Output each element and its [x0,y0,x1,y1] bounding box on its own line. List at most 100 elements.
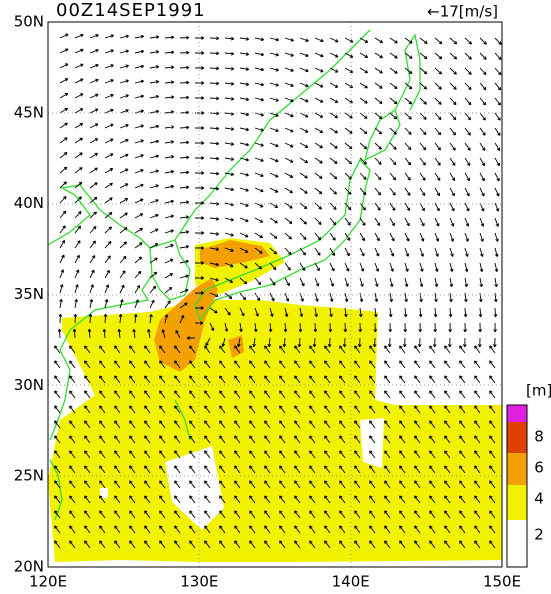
wind-arrow [324,375,331,384]
wind-arrow [324,525,331,534]
wind-arrow [264,360,271,369]
wind-arrow [99,495,106,504]
wind-arrow [389,187,396,196]
wind-arrow [264,375,271,384]
wind-arrow [103,313,108,324]
wind-arrow [309,450,316,459]
wind-arrow [54,390,61,399]
wind-arrow [384,405,391,414]
wind-arrow [389,277,394,287]
wind-arrow [374,142,382,150]
wind-arrow [254,277,262,286]
wind-arrow [164,169,175,174]
wind-arrow [264,345,271,354]
wind-arrow [494,202,500,212]
wind-arrow [134,94,144,99]
wind-arrow [159,345,166,354]
wind-arrow [239,37,250,41]
wind-arrow [314,127,324,134]
wind-arrow [344,307,348,318]
wind-arrow [434,157,441,166]
wind-arrow [99,525,106,534]
wind-arrow [329,232,336,241]
wind-arrow [239,157,249,162]
wind-arrow [404,37,413,44]
wind-arrow [264,510,271,519]
wind-arrow [119,168,129,174]
wind-arrow [279,510,286,519]
wind-arrow [118,313,123,324]
wind-arrow [489,495,496,504]
wind-arrow [284,82,294,87]
wind-arrow [372,337,377,348]
wind-arrow [429,345,436,354]
wind-arrow [449,112,457,121]
wind-arrow [298,322,303,333]
wind-arrow [149,94,160,99]
wind-arrow [309,495,316,504]
wind-arrow [189,375,196,384]
wind-arrow [444,375,451,384]
wind-arrow [374,247,380,257]
wind-arrow [414,525,421,534]
wind-arrow [329,277,335,287]
wind-arrow [344,232,351,241]
wind-arrow [459,495,466,504]
wind-arrow [224,81,235,86]
wind-arrow [269,127,279,132]
wind-arrow [433,307,438,318]
wind-arrow [114,375,121,384]
wind-arrow [234,435,241,444]
wind-arrow [494,37,502,45]
wind-arrow [374,82,383,89]
wind-arrow [284,112,294,118]
wind-arrow [419,37,428,44]
wind-arrow [419,187,426,196]
wind-arrow [403,322,408,333]
wind-arrow [99,435,106,444]
wind-arrow [189,510,196,519]
wind-arrow [359,142,368,150]
wind-arrow [114,360,121,369]
lon-label: 120E [29,573,67,591]
wind-arrow [314,247,321,256]
wind-arrow [159,375,166,384]
wind-arrow [119,255,127,264]
wind-arrow [314,172,323,179]
wind-arrow [354,525,361,534]
wind-arrow [149,154,159,159]
wind-arrow [104,93,114,99]
wind-arrow [195,126,205,130]
wind-arrow [494,217,500,227]
wind-arrow [284,202,293,209]
wind-arrow [489,420,496,429]
wind-arrow [324,435,331,444]
wind-arrow [164,50,175,55]
wind-arrow [324,360,331,369]
wind-arrow [119,138,129,144]
wind-arrow [464,247,469,257]
wind-arrow [189,450,196,459]
wind-arrow [299,127,309,133]
wind-arrow [448,307,453,318]
wind-arrow [164,287,173,294]
wind-arrow [252,337,256,348]
wind-arrow [339,390,346,399]
wind-arrow [104,49,114,54]
wind-arrow [324,495,331,504]
wind-arrow [389,67,398,74]
wind-arrow [179,95,190,100]
wind-arrow [195,51,205,55]
wind-arrow [464,217,470,227]
wind-arrow [299,142,309,148]
wind-arrow [174,390,181,399]
wind-arrow [459,525,466,534]
wind-arrow [419,172,426,181]
wind-arrow [359,37,369,43]
wind-arrow [329,97,339,103]
wind-arrow [404,262,409,272]
wind-arrow [129,345,136,354]
wind-arrow [164,35,175,40]
wind-arrow [359,187,367,196]
wind-arrow [404,127,412,135]
